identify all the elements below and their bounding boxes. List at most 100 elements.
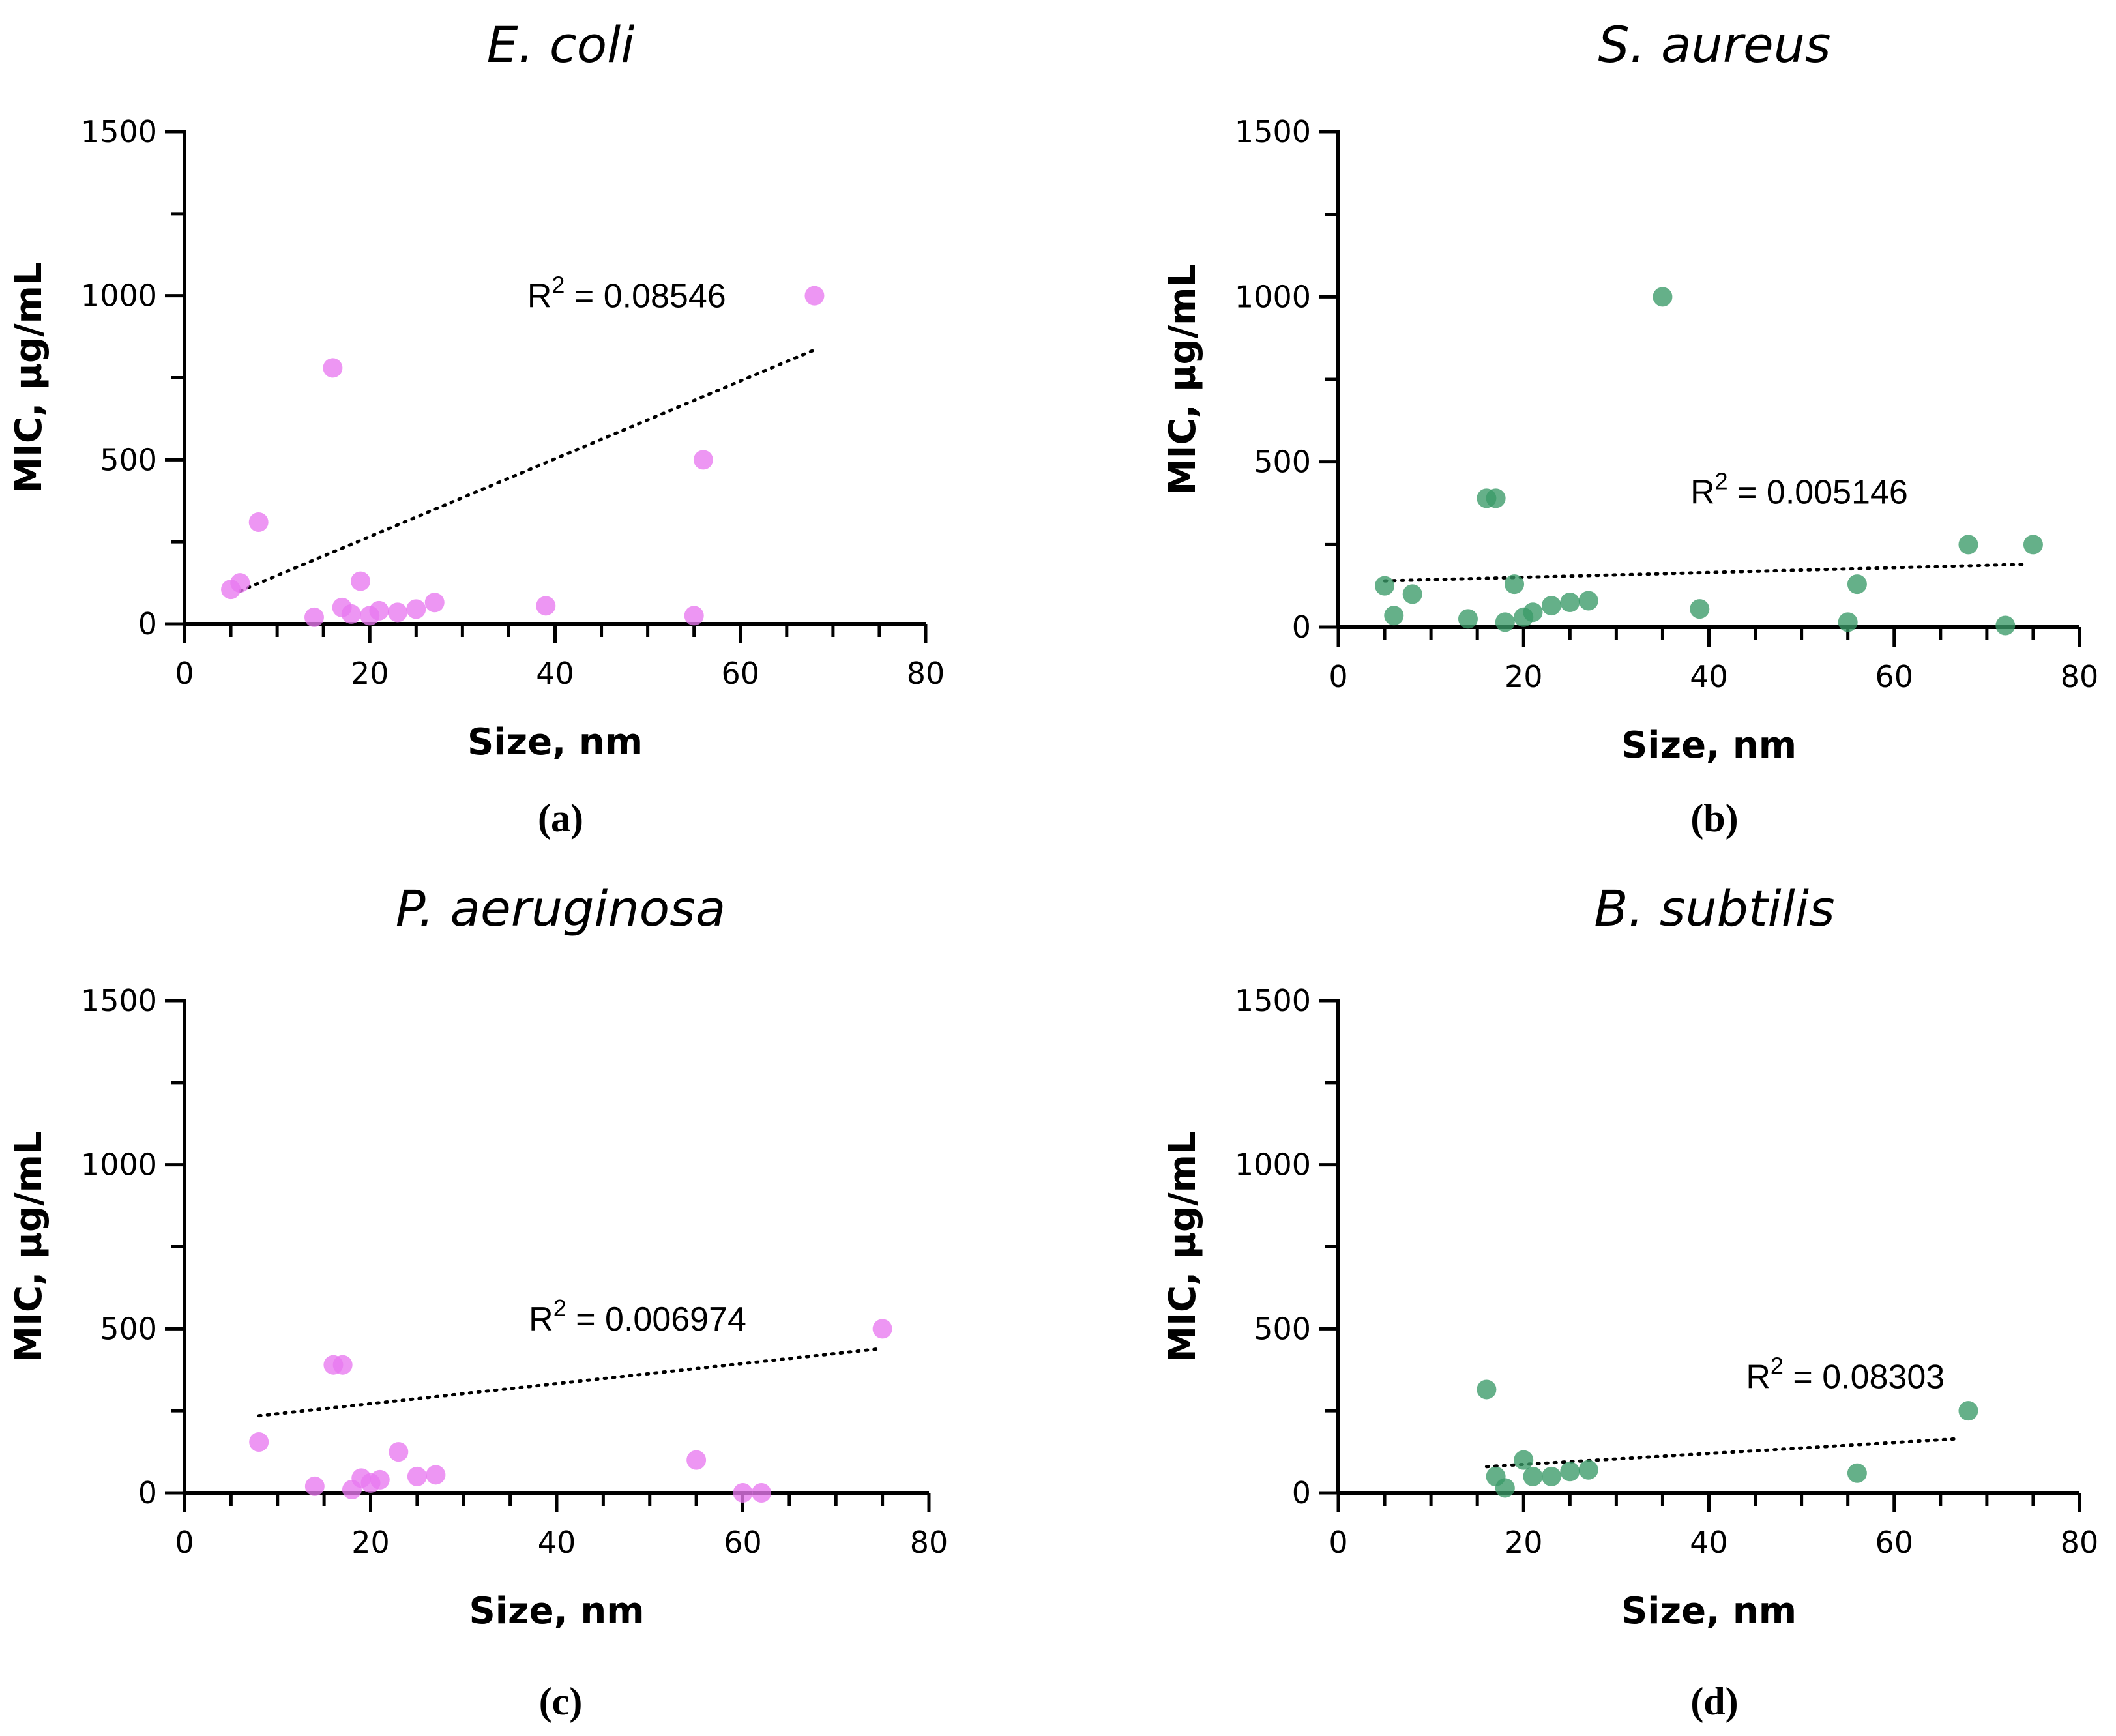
data-point-14: [536, 596, 556, 616]
data-point-2: [304, 1476, 325, 1496]
data-point-13: [733, 1483, 753, 1503]
x-axis-label: Size, nm: [1621, 1590, 1797, 1632]
y-tick-label: 1000: [1235, 279, 1311, 314]
data-point-1: [1375, 576, 1395, 596]
x-tick-label: 20: [351, 656, 389, 691]
data-point-16: [1838, 612, 1858, 632]
trendline: [1383, 563, 2026, 583]
data-point-13: [1578, 591, 1598, 611]
r-squared-label: R2 = 0.08546: [527, 272, 726, 316]
y-tick-label: 1000: [81, 1147, 157, 1183]
panel-caption: (c): [539, 1680, 583, 1723]
data-point-11: [1541, 596, 1561, 616]
data-point-7: [341, 604, 361, 624]
data-point-5: [1523, 1466, 1543, 1486]
trendline: [238, 348, 816, 593]
chart-title: B. subtilis: [1594, 879, 1834, 937]
y-axis-label: MIC, µg/mL: [1162, 1131, 1204, 1362]
x-tick-label: 40: [1690, 1525, 1728, 1560]
chart-title: S. aureus: [1598, 16, 1830, 74]
data-point-12: [406, 599, 426, 619]
chart-panel-3: P. aeruginosa 0 20 40 60 80 0 500 1000 1500 Size, …: [8, 879, 948, 1723]
x-tick-label: 40: [538, 1525, 576, 1560]
data-point-5: [323, 358, 343, 378]
y-tick-label: 1500: [81, 114, 157, 149]
data-point-19: [1995, 615, 2016, 636]
chart-title: E. coli: [487, 16, 635, 74]
y-tick-label: 1500: [1235, 114, 1311, 149]
data-point-11: [426, 1465, 446, 1485]
x-tick-label: 60: [724, 1525, 762, 1560]
data-point-12: [1560, 593, 1580, 612]
panel-caption: (d): [1690, 1680, 1738, 1723]
data-point-7: [1560, 1462, 1580, 1482]
data-point-15: [872, 1319, 892, 1339]
chart-panel-4: B. subtilis 0 20 40 60 80 0 500 1000 1500 Size, nm…: [1162, 879, 2098, 1723]
data-point-12: [686, 1450, 707, 1470]
r-squared-label: R2 = 0.005146: [1690, 467, 1908, 511]
trendline: [1484, 1437, 1961, 1469]
r-squared-label: R2 = 0.006974: [529, 1295, 746, 1338]
data-point-3: [248, 512, 269, 532]
y-axis-label: MIC, µg/mL: [8, 262, 50, 493]
y-tick-label: 1000: [1235, 1147, 1311, 1183]
y-axis-label: MIC, µg/mL: [1162, 264, 1204, 495]
chart-title: P. aeruginosa: [396, 879, 726, 937]
data-point-1: [1477, 1379, 1497, 1400]
data-point-2: [1384, 606, 1404, 626]
x-tick-label: 60: [1875, 1525, 1913, 1560]
data-point-4: [1458, 609, 1478, 629]
y-axis-label: MIC, µg/mL: [8, 1131, 50, 1362]
data-point-9: [389, 1442, 409, 1462]
data-point-4: [304, 607, 324, 627]
y-tick-label: 500: [100, 442, 157, 477]
data-point-8: [351, 571, 371, 591]
x-tick-label: 80: [910, 1525, 948, 1560]
data-point-16: [693, 450, 713, 470]
x-tick-label: 20: [351, 1525, 390, 1560]
x-tick-label: 60: [1875, 659, 1913, 694]
y-tick-label: 0: [1292, 610, 1311, 645]
y-tick-label: 500: [1254, 445, 1311, 480]
data-point-10: [1523, 602, 1543, 623]
data-point-17: [804, 286, 825, 306]
trendline: [257, 1347, 885, 1418]
data-point-17: [1847, 574, 1867, 595]
y-tick-label: 0: [138, 606, 157, 641]
data-point-10: [407, 1466, 427, 1486]
r-squared-label: R2 = 0.08303: [1746, 1352, 1945, 1396]
x-tick-label: 40: [1690, 659, 1728, 694]
data-point-15: [1690, 599, 1710, 619]
x-tick-label: 0: [1329, 1525, 1347, 1560]
data-point-1: [249, 1432, 269, 1452]
x-tick-label: 20: [1505, 659, 1543, 694]
y-tick-label: 1500: [81, 983, 157, 1018]
data-point-6: [1541, 1466, 1561, 1486]
x-tick-label: 40: [536, 656, 574, 691]
x-tick-label: 0: [1329, 659, 1347, 694]
data-point-3: [1402, 584, 1422, 604]
data-point-10: [1958, 1401, 1978, 1421]
data-point-15: [684, 606, 704, 626]
x-tick-label: 0: [175, 1525, 194, 1560]
x-tick-label: 20: [1505, 1525, 1543, 1560]
x-tick-label: 80: [2061, 659, 2099, 694]
data-point-11: [387, 602, 407, 623]
panel-caption: (b): [1690, 797, 1738, 840]
data-point-14: [752, 1483, 772, 1503]
data-point-7: [1495, 612, 1515, 632]
y-tick-label: 500: [1254, 1311, 1311, 1346]
data-point-4: [332, 1355, 353, 1375]
y-tick-label: 500: [100, 1311, 157, 1346]
x-tick-label: 80: [907, 656, 945, 691]
data-point-18: [1958, 535, 1978, 555]
data-point-3: [1495, 1478, 1515, 1498]
x-axis-label: Size, nm: [1621, 724, 1797, 767]
data-point-14: [1653, 287, 1673, 307]
y-tick-label: 0: [1292, 1475, 1311, 1510]
data-point-8: [1505, 574, 1525, 595]
data-point-9: [1847, 1463, 1867, 1483]
y-tick-label: 1000: [81, 278, 157, 314]
data-point-10: [369, 600, 389, 621]
